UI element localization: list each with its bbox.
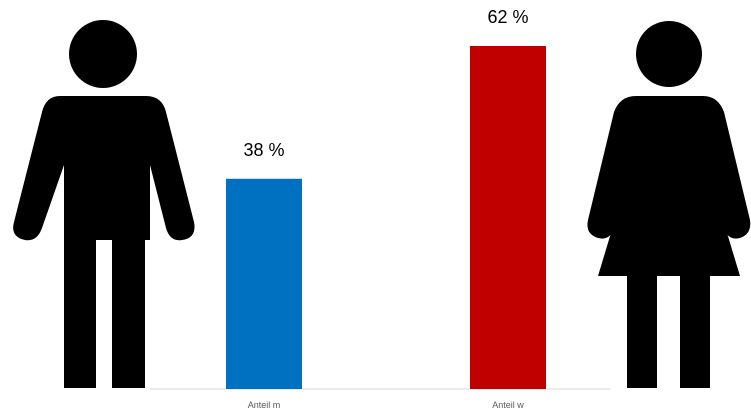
woman-pictogram-icon	[587, 21, 751, 388]
x-tick-label-anteil-m: Anteil m	[248, 400, 281, 410]
bar-anteil-w	[470, 46, 546, 389]
data-label-anteil-m: 38 %	[243, 140, 284, 160]
bar-anteil-m	[226, 178, 302, 389]
x-tick-label-anteil-w: Anteil w	[492, 400, 524, 410]
data-label-anteil-w: 62 %	[487, 7, 528, 27]
man-pictogram-icon	[13, 20, 195, 388]
